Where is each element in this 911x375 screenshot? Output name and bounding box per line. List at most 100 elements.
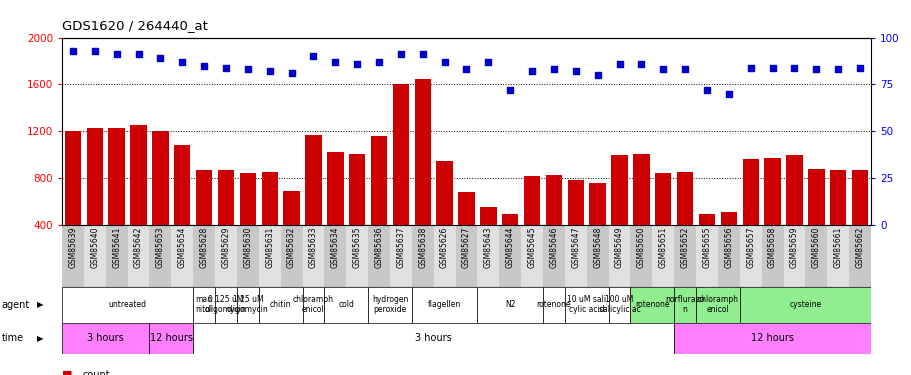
Bar xyxy=(654,173,670,272)
Bar xyxy=(259,225,281,287)
Text: 0.125 uM
oligomycin: 0.125 uM oligomycin xyxy=(205,296,247,314)
Text: GSM85638: GSM85638 xyxy=(418,227,426,268)
Bar xyxy=(436,160,453,272)
Bar xyxy=(87,128,103,272)
Bar xyxy=(498,225,520,287)
Point xyxy=(350,61,364,67)
Text: GSM85640: GSM85640 xyxy=(90,227,99,268)
Point xyxy=(459,66,474,72)
Bar xyxy=(761,225,783,287)
Bar xyxy=(542,287,564,322)
Point xyxy=(109,51,124,57)
Bar xyxy=(826,225,848,287)
Bar xyxy=(586,225,608,287)
Bar xyxy=(349,153,365,272)
Bar xyxy=(106,225,128,287)
Text: GSM85633: GSM85633 xyxy=(309,227,318,268)
Text: GSM85628: GSM85628 xyxy=(200,227,209,268)
Text: GSM85629: GSM85629 xyxy=(221,227,230,268)
Text: GSM85645: GSM85645 xyxy=(527,227,536,268)
Point xyxy=(852,64,866,70)
Bar xyxy=(193,322,673,354)
Bar xyxy=(564,287,608,322)
Bar xyxy=(240,173,256,272)
Text: GSM85634: GSM85634 xyxy=(331,227,340,268)
Point xyxy=(589,72,604,78)
Bar xyxy=(673,322,870,354)
Bar xyxy=(698,214,714,272)
Point xyxy=(786,64,801,70)
Bar xyxy=(415,78,431,272)
Point xyxy=(394,51,408,57)
Text: GSM85661: GSM85661 xyxy=(833,227,842,268)
Point xyxy=(153,55,168,61)
Bar xyxy=(62,287,193,322)
Text: GSM85651: GSM85651 xyxy=(658,227,667,268)
Point xyxy=(131,51,146,57)
Text: GSM85641: GSM85641 xyxy=(112,227,121,268)
Point xyxy=(633,61,648,67)
Text: GSM85627: GSM85627 xyxy=(462,227,470,268)
Bar xyxy=(371,136,387,272)
Bar xyxy=(610,154,627,272)
Text: GSM85658: GSM85658 xyxy=(767,227,776,268)
Bar xyxy=(237,287,259,322)
Bar xyxy=(261,172,278,272)
Bar xyxy=(281,225,302,287)
Point xyxy=(655,66,670,72)
Bar xyxy=(608,225,630,287)
Text: chloramph
enicol: chloramph enicol xyxy=(697,296,738,314)
Bar xyxy=(283,191,300,272)
Bar xyxy=(108,128,125,272)
Bar xyxy=(305,135,322,272)
Text: GSM85657: GSM85657 xyxy=(745,227,754,268)
Bar xyxy=(651,225,673,287)
Text: untreated: untreated xyxy=(108,300,147,309)
Bar xyxy=(476,287,542,322)
Point xyxy=(699,87,713,93)
Bar xyxy=(412,287,476,322)
Bar xyxy=(456,225,476,287)
Point xyxy=(677,66,691,72)
Text: 100 uM
salicylic ac: 100 uM salicylic ac xyxy=(598,296,640,314)
Bar xyxy=(695,225,717,287)
Text: GSM85650: GSM85650 xyxy=(636,227,645,268)
Bar xyxy=(193,287,215,322)
Text: chloramph
enicol: chloramph enicol xyxy=(292,296,333,314)
Bar xyxy=(128,225,149,287)
Bar xyxy=(237,225,259,287)
Bar xyxy=(324,287,368,322)
Point xyxy=(262,68,277,74)
Bar xyxy=(848,225,870,287)
Point xyxy=(764,64,779,70)
Bar xyxy=(302,287,324,322)
Text: GSM85642: GSM85642 xyxy=(134,227,143,268)
Bar xyxy=(739,225,761,287)
Bar xyxy=(829,170,845,272)
Text: GSM85649: GSM85649 xyxy=(614,227,623,268)
Text: GDS1620 / 264440_at: GDS1620 / 264440_at xyxy=(62,19,208,32)
Bar xyxy=(717,225,739,287)
Bar xyxy=(720,212,736,272)
Bar xyxy=(149,322,193,354)
Text: GSM85635: GSM85635 xyxy=(353,227,362,268)
Point xyxy=(721,91,735,97)
Bar xyxy=(545,175,561,272)
Text: GSM85626: GSM85626 xyxy=(440,227,448,268)
Bar xyxy=(152,131,169,272)
Text: ▶: ▶ xyxy=(36,300,44,309)
Text: flagellen: flagellen xyxy=(427,300,461,309)
Text: GSM85636: GSM85636 xyxy=(374,227,384,268)
Bar xyxy=(149,225,171,287)
Bar xyxy=(390,225,412,287)
Bar xyxy=(783,225,804,287)
Bar xyxy=(412,225,434,287)
Point xyxy=(197,63,211,69)
Point xyxy=(328,59,343,65)
Bar xyxy=(520,225,542,287)
Point xyxy=(66,48,80,54)
Bar xyxy=(589,183,605,272)
Text: GSM85659: GSM85659 xyxy=(789,227,798,268)
Bar xyxy=(673,287,695,322)
Text: cysteine: cysteine xyxy=(788,300,821,309)
